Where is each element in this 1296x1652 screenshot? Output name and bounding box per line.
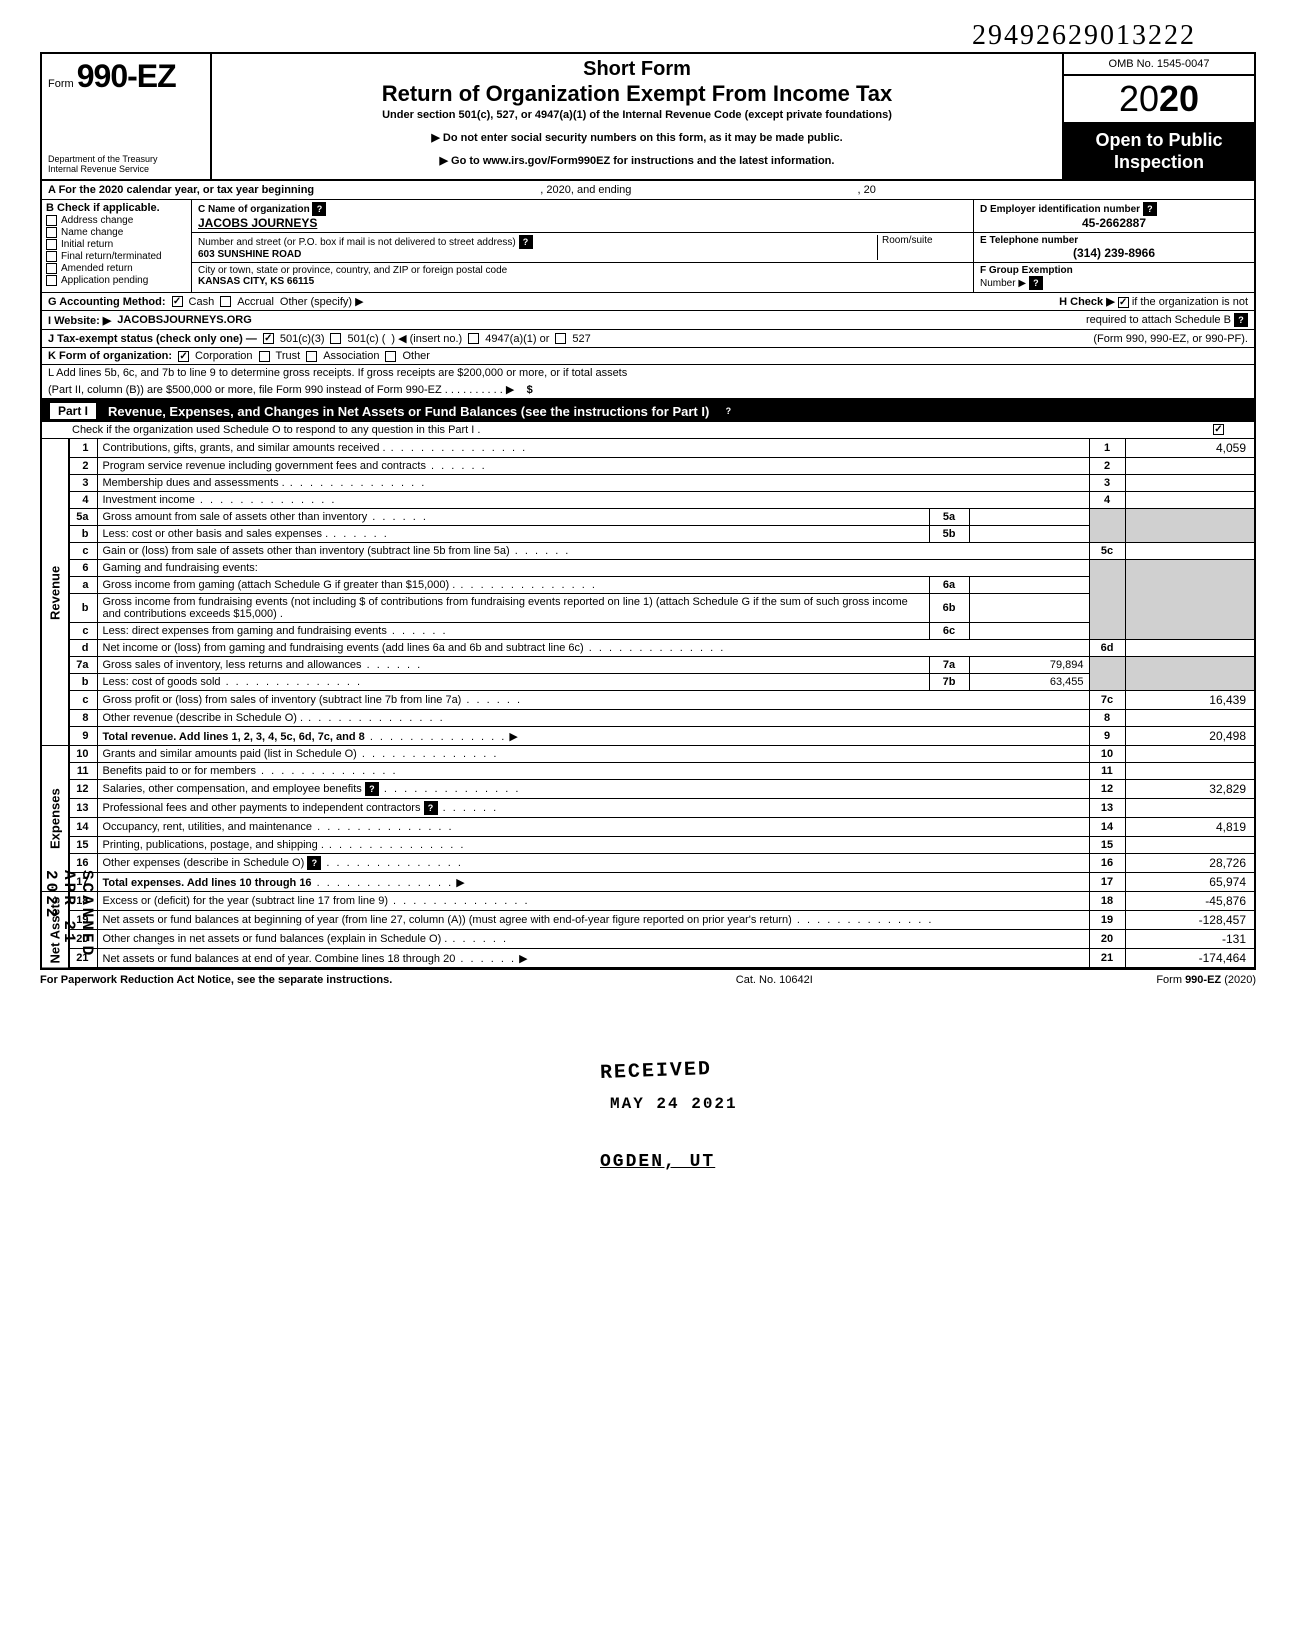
chk-name[interactable]: Name change xyxy=(46,227,187,238)
header-right: OMB No. 1545-0047 2020 Open to Public In… xyxy=(1064,54,1254,179)
col-d-ein: D Employer identification number ? 45-26… xyxy=(974,200,1254,292)
line-20-value: -131 xyxy=(1125,930,1255,949)
part-label: Part I xyxy=(50,403,96,419)
chk-pending[interactable]: Application pending xyxy=(46,275,187,286)
return-title: Return of Organization Exempt From Incom… xyxy=(220,81,1054,107)
line-14-value: 4,819 xyxy=(1125,818,1255,837)
row-k-org-form: K Form of organization: Corporation Trus… xyxy=(40,347,1256,364)
footer-left: For Paperwork Reduction Act Notice, see … xyxy=(40,974,392,986)
chk-amended[interactable]: Amended return xyxy=(46,263,187,274)
netassets-label: Net Assets xyxy=(41,892,69,969)
chk-other[interactable] xyxy=(385,351,396,362)
help-icon[interactable]: ? xyxy=(307,856,321,870)
line-19-value: -128,457 xyxy=(1125,911,1255,930)
line-12-value: 32,829 xyxy=(1125,780,1255,799)
chk-trust[interactable] xyxy=(259,351,270,362)
chk-501c[interactable] xyxy=(330,333,341,344)
form-number: 990-EZ xyxy=(77,58,176,94)
help-icon[interactable]: ? xyxy=(519,235,533,249)
chk-initial[interactable]: Initial return xyxy=(46,239,187,250)
chk-final[interactable]: Final return/terminated xyxy=(46,251,187,262)
phone-value: (314) 239-8966 xyxy=(980,246,1248,260)
form-container: 29492629013222 Form 990-EZ Department of… xyxy=(40,20,1256,990)
chk-address[interactable]: Address change xyxy=(46,215,187,226)
line-16-value: 28,726 xyxy=(1125,854,1255,873)
room-suite: Room/suite xyxy=(877,235,967,260)
row-j-tax-status: J Tax-exempt status (check only one) — 5… xyxy=(40,329,1256,347)
part-1-header: Part I Revenue, Expenses, and Changes in… xyxy=(40,400,1256,422)
short-form-title: Short Form xyxy=(220,58,1054,81)
chk-4947[interactable] xyxy=(468,333,479,344)
part-1-table: Revenue 1 Contributions, gifts, grants, … xyxy=(40,438,1256,969)
line-1-value: 4,059 xyxy=(1125,439,1255,458)
form-label: Form xyxy=(48,78,74,90)
chk-527[interactable] xyxy=(555,333,566,344)
row-l: L Add lines 5b, 6c, and 7b to line 9 to … xyxy=(40,364,1256,381)
omb-number: OMB No. 1545-0047 xyxy=(1064,54,1254,76)
help-icon[interactable]: ? xyxy=(312,202,326,216)
help-icon[interactable]: ? xyxy=(424,801,438,815)
street-address: 603 SUNSHINE ROAD xyxy=(198,249,301,260)
city-state-zip: KANSAS CITY, KS 66115 xyxy=(198,276,314,287)
form-header: Form 990-EZ Department of the Treasury I… xyxy=(40,52,1256,181)
revenue-label: Revenue xyxy=(41,439,69,746)
row-a-tax-year: A For the 2020 calendar year, or tax yea… xyxy=(40,181,1256,200)
ein-value: 45-2662887 xyxy=(980,216,1248,230)
row-i-website: I Website: ▶ JACOBSJOURNEYS.ORG required… xyxy=(40,310,1256,329)
help-icon[interactable]: ? xyxy=(1234,313,1248,327)
ogden-stamp: OGDEN, UT xyxy=(600,1152,715,1172)
department: Department of the Treasury Internal Reve… xyxy=(48,155,204,175)
header-left: Form 990-EZ Department of the Treasury I… xyxy=(42,54,212,179)
instructions-link: ▶ Go to www.irs.gov/Form990EZ for instru… xyxy=(220,154,1054,167)
chk-accrual[interactable] xyxy=(220,296,231,307)
line-7b-value: 63,455 xyxy=(969,674,1089,691)
chk-schedule-b[interactable] xyxy=(1118,297,1129,308)
line-9-value: 20,498 xyxy=(1125,727,1255,746)
footer-cat: Cat. No. 10642I xyxy=(736,974,813,986)
chk-assoc[interactable] xyxy=(306,351,317,362)
line-18-value: -45,876 xyxy=(1125,892,1255,911)
under-section: Under section 501(c), 527, or 4947(a)(1)… xyxy=(220,109,1054,121)
chk-501c3[interactable] xyxy=(263,333,274,344)
handwritten-number: 29492629013222 xyxy=(40,20,1256,52)
row-gh: G Accounting Method: Cash Accrual Other … xyxy=(40,292,1256,310)
col-c-org-info: C Name of organization ? JACOBS JOURNEYS… xyxy=(192,200,974,292)
help-icon[interactable]: ? xyxy=(365,782,379,796)
chk-corp[interactable] xyxy=(178,351,189,362)
chk-schedule-o[interactable] xyxy=(1213,424,1224,435)
date-stamp: MAY 24 2021 xyxy=(610,1095,738,1113)
part-1-sub: Check if the organization used Schedule … xyxy=(40,422,1256,438)
col-b-checkboxes: B Check if applicable. Address change Na… xyxy=(42,200,192,292)
expenses-label: Expenses xyxy=(41,746,69,892)
section-bcd: B Check if applicable. Address change Na… xyxy=(40,200,1256,292)
row-h: H Check ▶ if the organization is not xyxy=(1059,295,1248,308)
footer-form: Form 990-EZ (2020) xyxy=(1156,974,1256,986)
open-public: Open to Public Inspection xyxy=(1064,124,1254,179)
line-17-value: 65,974 xyxy=(1125,873,1255,892)
header-center: Short Form Return of Organization Exempt… xyxy=(212,54,1064,179)
ssn-warning: ▶ Do not enter social security numbers o… xyxy=(220,131,1054,144)
line-7c-value: 16,439 xyxy=(1125,691,1255,710)
tax-year: 2020 xyxy=(1064,76,1254,124)
org-name: JACOBS JOURNEYS xyxy=(198,216,317,230)
received-stamp: RECEIVED xyxy=(600,1058,713,1085)
help-icon[interactable]: ? xyxy=(1143,202,1157,216)
footer: For Paperwork Reduction Act Notice, see … xyxy=(40,969,1256,990)
chk-cash[interactable] xyxy=(172,296,183,307)
help-icon[interactable]: ? xyxy=(721,404,735,418)
website-value: JACOBSJOURNEYS.ORG xyxy=(117,314,251,326)
row-l2: (Part II, column (B)) are $500,000 or mo… xyxy=(40,381,1256,400)
help-icon[interactable]: ? xyxy=(1029,276,1043,290)
line-7a-value: 79,894 xyxy=(969,657,1089,674)
line-21-value: -174,464 xyxy=(1125,949,1255,969)
